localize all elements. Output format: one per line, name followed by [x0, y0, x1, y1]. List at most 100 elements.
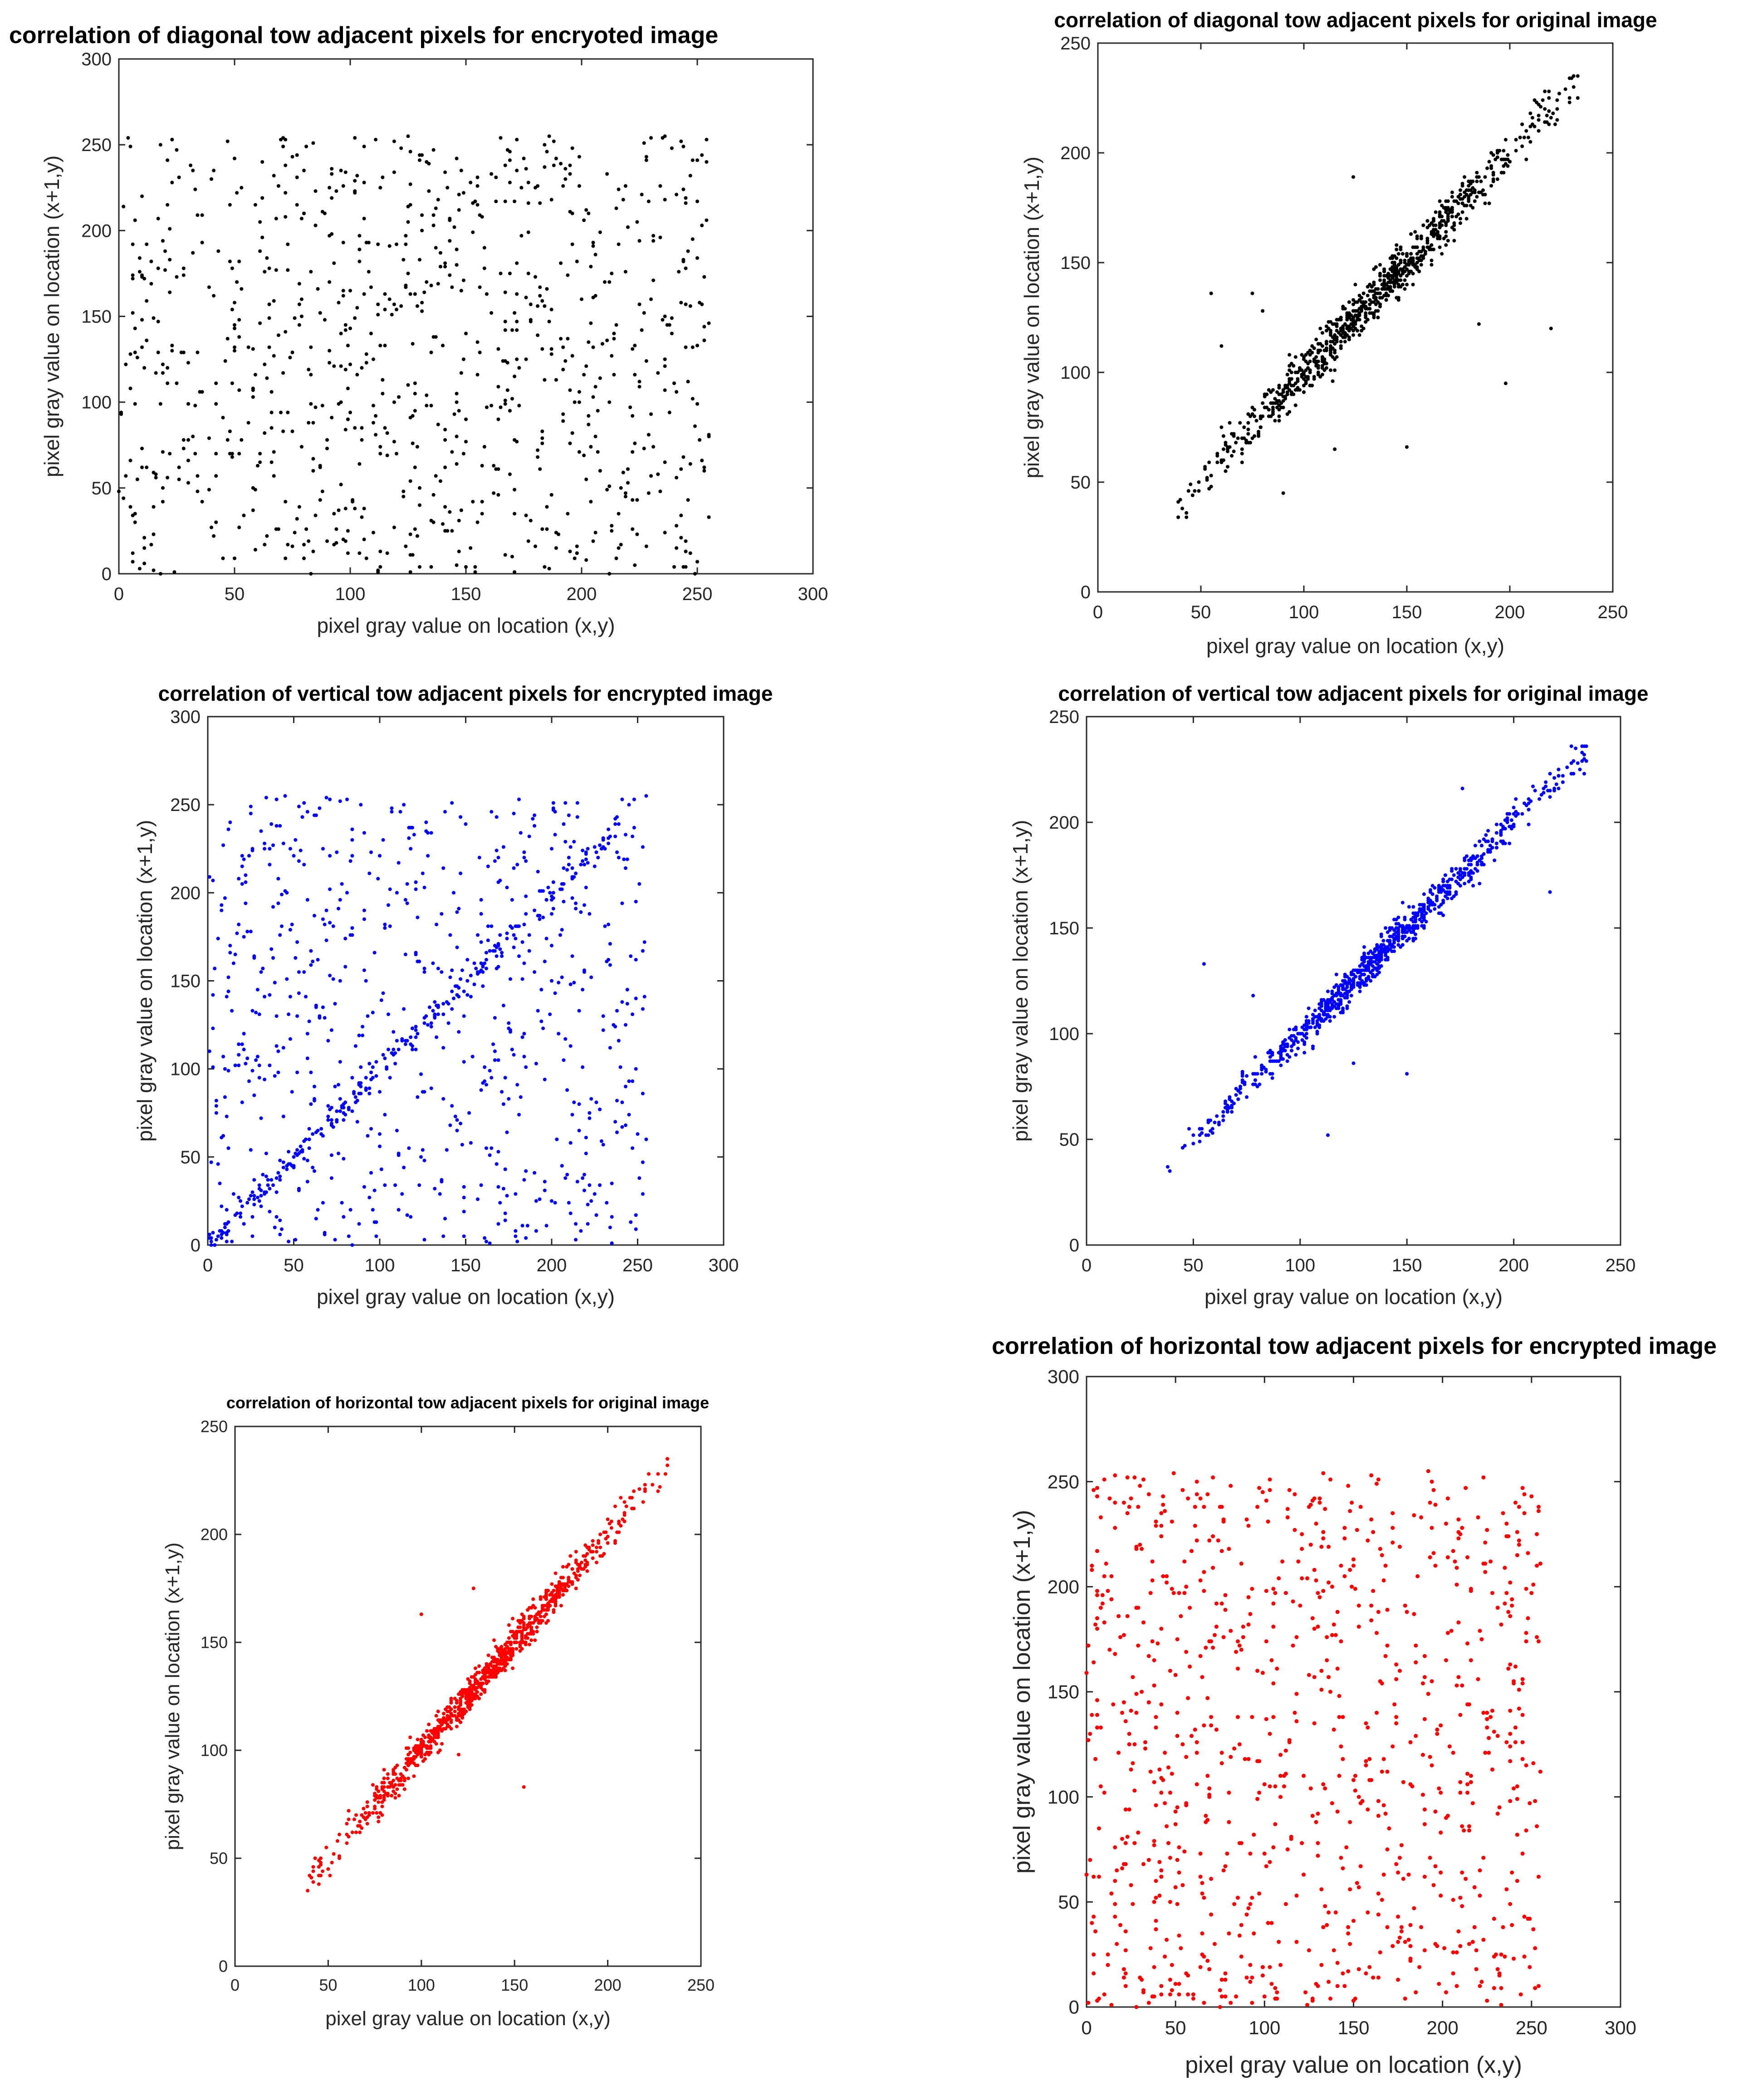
data-point	[1330, 998, 1334, 1002]
data-point	[550, 847, 553, 851]
data-point	[453, 1714, 457, 1718]
data-point	[1313, 1015, 1317, 1019]
data-point	[543, 565, 547, 569]
data-point	[510, 397, 514, 401]
data-point	[464, 1701, 468, 1705]
data-point	[414, 887, 418, 891]
data-point	[528, 1606, 532, 1610]
x-tick-label: 150	[1392, 1255, 1422, 1275]
data-point	[1374, 287, 1378, 291]
data-point	[332, 1852, 336, 1856]
data-point	[392, 1047, 396, 1051]
data-point	[137, 256, 142, 260]
data-point	[286, 542, 290, 547]
data-point	[462, 1060, 466, 1064]
data-point	[1401, 1780, 1405, 1784]
data-point	[499, 136, 503, 140]
data-point	[491, 1042, 495, 1046]
data-point	[369, 1070, 373, 1074]
data-point	[133, 218, 137, 222]
data-point	[617, 546, 621, 550]
data-point	[168, 452, 172, 456]
data-point	[371, 1011, 375, 1015]
data-point	[1362, 945, 1366, 949]
data-point	[507, 1021, 511, 1025]
data-point	[140, 345, 144, 349]
data-point	[274, 1044, 279, 1048]
data-point	[374, 1060, 378, 1064]
data-point	[1123, 1929, 1128, 1934]
data-point	[249, 805, 253, 809]
data-point	[1430, 259, 1434, 263]
data-point	[386, 1785, 390, 1789]
data-point	[397, 861, 401, 865]
data-point	[519, 831, 523, 835]
data-point	[412, 833, 416, 837]
data-point	[395, 308, 398, 312]
data-point	[434, 1714, 438, 1718]
data-point	[325, 446, 329, 450]
data-point	[1464, 1876, 1468, 1881]
data-point	[503, 1218, 507, 1222]
data-point	[429, 283, 433, 288]
y-tick-label: 0	[1069, 1236, 1079, 1255]
data-point	[568, 163, 572, 167]
data-point	[1102, 1477, 1107, 1482]
data-point	[293, 531, 297, 535]
data-point	[1452, 239, 1456, 243]
data-point	[470, 1055, 475, 1059]
data-point	[642, 995, 646, 999]
data-point	[317, 1882, 321, 1886]
data-point	[1341, 1011, 1345, 1015]
data-point	[288, 356, 292, 360]
chart-title: correlation of diagonal tow adjacent pix…	[9, 22, 718, 49]
data-point	[1491, 179, 1495, 183]
data-point	[225, 1208, 229, 1212]
data-point	[1450, 225, 1454, 230]
data-point	[440, 970, 444, 974]
data-point	[476, 933, 480, 937]
data-point	[661, 318, 665, 322]
data-point	[416, 1738, 420, 1742]
y-tick-label: 0	[219, 1957, 228, 1976]
data-point	[413, 381, 417, 385]
data-point	[154, 476, 158, 480]
data-point	[1553, 122, 1557, 127]
data-point	[478, 351, 482, 354]
data-point	[621, 470, 625, 474]
data-point	[376, 570, 380, 574]
data-point	[311, 1880, 315, 1884]
data-point	[353, 426, 357, 430]
data-point	[624, 1023, 627, 1027]
data-point	[505, 937, 509, 941]
data-point	[1441, 879, 1445, 884]
data-point	[1438, 245, 1442, 249]
data-point	[565, 1088, 569, 1092]
data-point	[268, 847, 272, 851]
data-point	[1557, 92, 1561, 96]
data-point	[1234, 1093, 1238, 1097]
data-point	[539, 987, 543, 991]
data-point	[1409, 252, 1413, 256]
data-point	[649, 297, 653, 301]
data-point	[514, 937, 518, 941]
data-point	[1288, 353, 1292, 357]
data-point	[1444, 230, 1448, 234]
data-point	[473, 1673, 477, 1677]
data-point	[641, 1092, 645, 1095]
data-point	[626, 225, 630, 229]
data-point	[373, 1792, 377, 1796]
data-point	[1460, 201, 1464, 205]
data-point	[1439, 911, 1443, 915]
data-point	[1269, 401, 1273, 405]
data-point	[1410, 1784, 1415, 1788]
data-point	[1349, 994, 1353, 998]
data-point	[452, 225, 456, 229]
data-point	[395, 891, 399, 895]
data-point	[367, 1196, 372, 1200]
data-point	[656, 371, 660, 375]
data-point	[686, 498, 690, 502]
data-point	[1219, 1750, 1224, 1755]
data-point	[414, 1025, 418, 1029]
data-point	[318, 498, 322, 502]
